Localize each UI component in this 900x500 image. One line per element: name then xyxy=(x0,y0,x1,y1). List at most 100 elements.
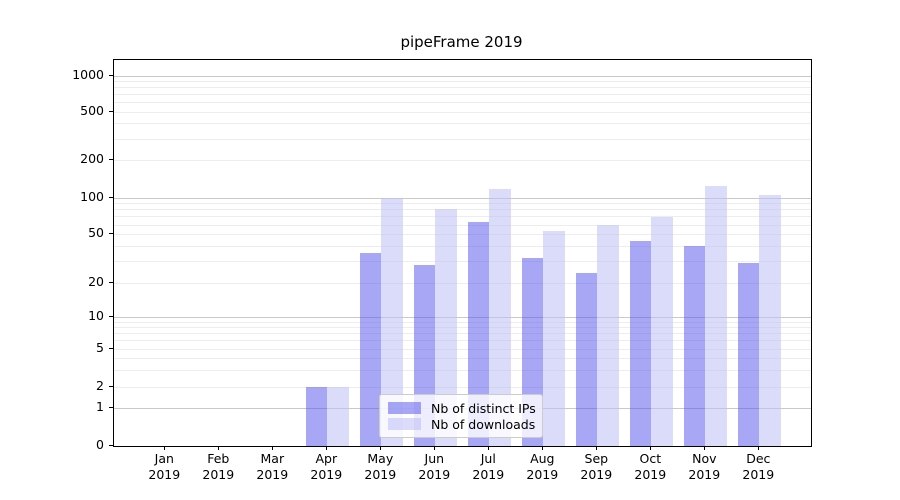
x-tick-text: 2019 xyxy=(310,467,343,482)
x-tick-text: Aug xyxy=(530,451,555,466)
bar-distinct-ips-sep xyxy=(575,273,598,446)
y-tick-mark xyxy=(109,407,113,409)
bar-downloads-may xyxy=(381,197,403,446)
gridline-minor xyxy=(114,357,811,359)
legend-label-downloads: Nb of downloads xyxy=(431,416,536,432)
y-tick-mark xyxy=(109,196,113,198)
x-tick-label-nov: Nov 2019 xyxy=(676,451,732,483)
y-tick-mark xyxy=(109,281,113,283)
bar-distinct-ips-oct xyxy=(629,241,652,446)
y-tick-label: 20 xyxy=(88,273,104,289)
y-tick-label: 200 xyxy=(80,151,104,166)
y-tick-label: 5 xyxy=(96,339,104,355)
x-tick-text: 2019 xyxy=(688,467,721,482)
x-tick-text: 2019 xyxy=(472,467,505,482)
gridline-minor xyxy=(114,386,811,388)
bar-downloads-apr xyxy=(327,386,349,446)
gridline-minor xyxy=(114,224,811,226)
gridline-minor xyxy=(114,123,811,125)
x-tick-label-feb: Feb 2019 xyxy=(190,451,246,483)
x-tick-mark xyxy=(218,446,220,450)
x-tick-mark xyxy=(758,446,760,450)
gridline-major xyxy=(114,317,811,318)
x-tick-label-jan: Jan 2019 xyxy=(136,451,192,483)
gridline-minor xyxy=(114,369,811,371)
x-tick-mark xyxy=(650,446,652,450)
x-tick-mark xyxy=(488,446,490,450)
x-tick-mark xyxy=(326,446,328,450)
y-tick-mark xyxy=(109,74,113,76)
legend-item-distinct-ips: Nb of distinct IPs xyxy=(388,401,536,416)
gridline-major xyxy=(114,75,811,77)
x-tick-text: 2019 xyxy=(418,467,451,482)
chart-title: pipeFrame 2019 xyxy=(400,33,523,51)
y-tick-label: 1000 xyxy=(72,66,104,82)
x-tick-text: Jan xyxy=(154,451,174,466)
bar-distinct-ips-may xyxy=(359,253,382,446)
gridline-minor xyxy=(114,160,811,161)
y-tick-label: 100 xyxy=(80,188,104,204)
y-tick-mark xyxy=(109,444,113,446)
bar-distinct-ips-apr xyxy=(305,386,328,446)
y-tick-label: 1 xyxy=(96,399,104,415)
x-tick-text: Mar xyxy=(260,451,285,466)
gridline-minor xyxy=(114,261,811,263)
gridline-minor xyxy=(114,282,811,284)
x-tick-text: Nov xyxy=(692,451,717,466)
y-tick-mark xyxy=(109,233,113,235)
gridline-minor xyxy=(114,321,811,323)
x-tick-mark xyxy=(704,446,706,450)
x-tick-text: Jun xyxy=(424,451,445,466)
gridline-minor xyxy=(114,209,811,211)
y-tick-mark xyxy=(109,316,113,317)
legend-swatch-distinct-ips-icon xyxy=(388,402,421,414)
bar-downloads-nov xyxy=(705,185,727,446)
plot-area: Nb of distinct IPs Nb of downloads xyxy=(113,59,812,447)
x-tick-label-mar: Mar 2019 xyxy=(244,451,300,483)
x-tick-mark xyxy=(596,446,598,450)
x-tick-text: 2019 xyxy=(202,467,235,482)
x-tick-text: Sep xyxy=(584,451,609,466)
bar-downloads-oct xyxy=(651,216,673,446)
x-tick-label-sep: Sep 2019 xyxy=(568,451,624,483)
x-tick-mark xyxy=(272,446,274,450)
gridline-minor xyxy=(114,216,811,218)
y-tick-label: 0 xyxy=(96,436,104,452)
bar-downloads-jul xyxy=(489,188,511,446)
x-tick-text: 2019 xyxy=(580,467,613,482)
bar-downloads-aug xyxy=(543,231,565,446)
gridline-minor xyxy=(114,102,811,104)
y-tick-label: 500 xyxy=(80,102,104,118)
y-tick-mark xyxy=(109,385,113,387)
gridline-minor xyxy=(114,348,811,350)
legend-swatch-downloads-icon xyxy=(388,418,421,430)
y-tick-mark xyxy=(109,159,113,160)
gridline-minor xyxy=(114,111,811,113)
y-tick-label: 10 xyxy=(88,308,104,323)
x-tick-text: 2019 xyxy=(634,467,667,482)
x-tick-text: 2019 xyxy=(742,467,775,482)
x-tick-label-oct: Oct 2019 xyxy=(622,451,678,483)
gridline-major xyxy=(114,197,811,199)
bar-distinct-ips-nov xyxy=(683,246,706,446)
y-tick-mark xyxy=(109,110,113,112)
bar-downloads-jun xyxy=(435,209,457,446)
x-tick-label-may: May 2019 xyxy=(352,451,408,483)
gridline-minor xyxy=(114,327,811,329)
x-tick-text: Feb xyxy=(207,451,230,466)
x-tick-text: 2019 xyxy=(148,467,181,482)
gridline-minor xyxy=(114,340,811,342)
bar-distinct-ips-dec xyxy=(737,263,760,446)
x-tick-mark xyxy=(542,446,544,450)
gridline-minor xyxy=(114,94,811,96)
x-tick-text: May xyxy=(367,451,394,466)
bar-downloads-sep xyxy=(597,224,619,446)
bar-distinct-ips-jul xyxy=(467,222,490,446)
x-tick-text: Jul xyxy=(480,451,496,466)
x-tick-mark xyxy=(434,446,436,450)
gridline-minor xyxy=(114,234,811,236)
gridline-minor xyxy=(114,333,811,335)
x-tick-text: Apr xyxy=(315,451,338,466)
gridline-minor xyxy=(114,246,811,248)
x-tick-mark xyxy=(380,446,382,450)
